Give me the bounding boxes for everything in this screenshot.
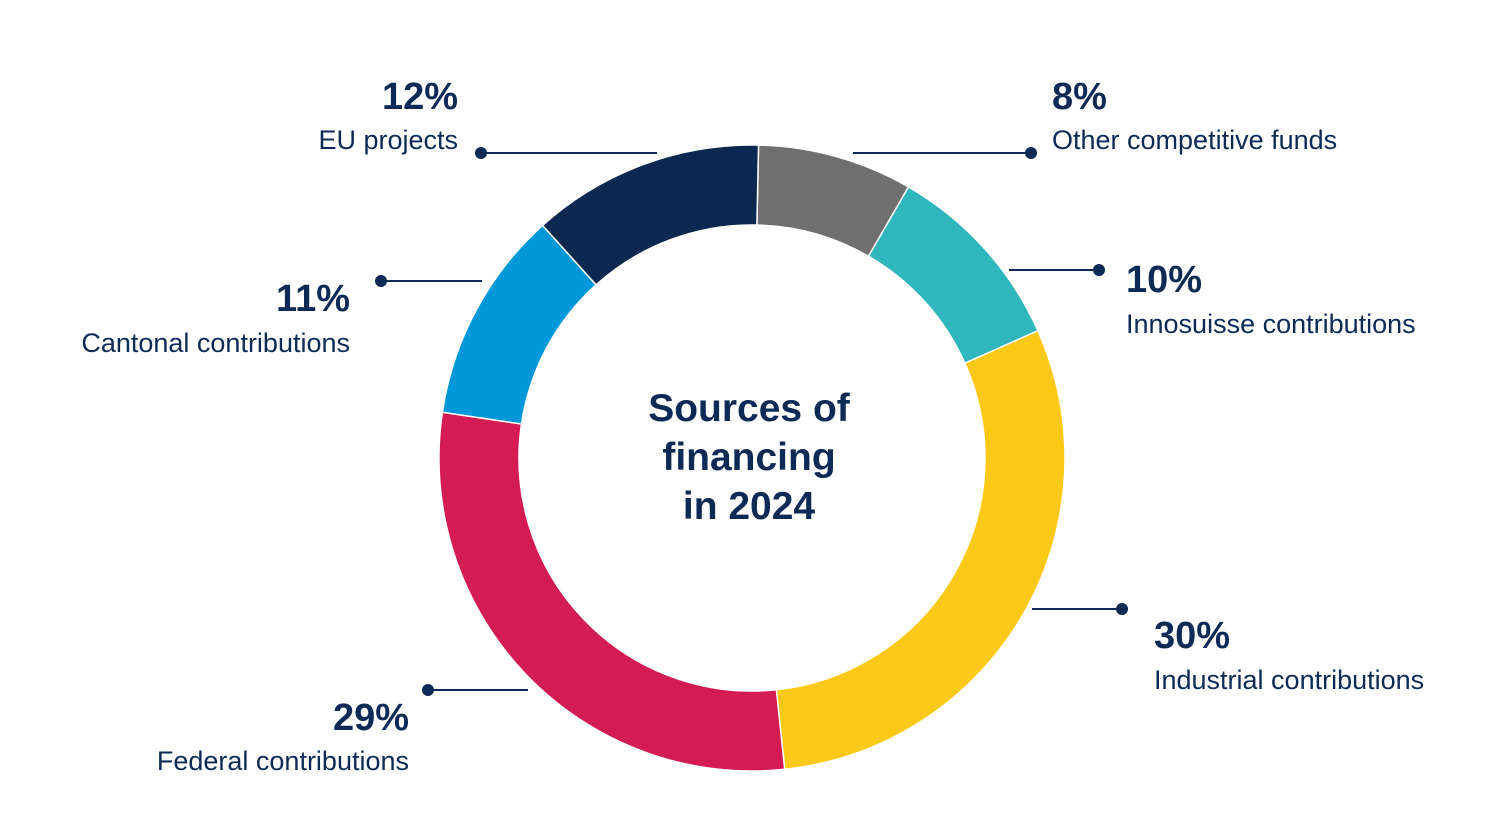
center-title-line-3: in 2024 [683,485,816,528]
slice-innosuisse-contributions [867,185,1039,365]
slice-label-industrial-contributions: Industrial contributions [1154,665,1424,695]
slice-label-cantonal-contributions: Cantonal contributions [81,328,350,358]
leader-dot-innosuisse-contributions [1093,264,1105,276]
slice-federal-contributions [438,411,786,772]
center-title-line-1: Sources of [648,387,851,430]
data-label-other-competitive-funds: 8% [1052,76,1107,118]
slice-label-eu-projects: EU projects [318,125,458,155]
donut-slices [438,144,1066,772]
data-label-cantonal-contributions: 11% [276,278,350,320]
annotation-eu-projects: 12% EU projects [318,76,657,159]
slice-label-innosuisse-contributions: Innosuisse contributions [1126,309,1416,339]
leader-dot-eu-projects [475,147,487,159]
slice-label-other-competitive-funds: Other competitive funds [1052,125,1337,155]
center-title-line-2: financing [662,436,835,479]
slice-industrial-contributions [775,329,1066,771]
slice-eu-projects [541,144,760,286]
leader-dot-other-competitive-funds [1025,147,1037,159]
leader-dot-industrial-contributions [1116,603,1128,615]
annotation-cantonal-contributions: 11% Cantonal contributions [81,275,482,358]
data-label-eu-projects: 12% [382,76,458,118]
leader-dot-federal-contributions [422,684,434,696]
leader-dot-cantonal-contributions [375,275,387,287]
data-label-industrial-contributions: 30% [1154,615,1230,657]
annotation-other-competitive-funds: 8% Other competitive funds [853,76,1337,159]
slice-label-federal-contributions: Federal contributions [157,746,409,776]
annotation-innosuisse-contributions: 10% Innosuisse contributions [1009,259,1416,339]
annotation-industrial-contributions: 30% Industrial contributions [1032,603,1424,695]
data-label-innosuisse-contributions: 10% [1126,259,1202,301]
annotation-federal-contributions: 29% Federal contributions [157,684,528,776]
data-label-federal-contributions: 29% [333,697,409,739]
